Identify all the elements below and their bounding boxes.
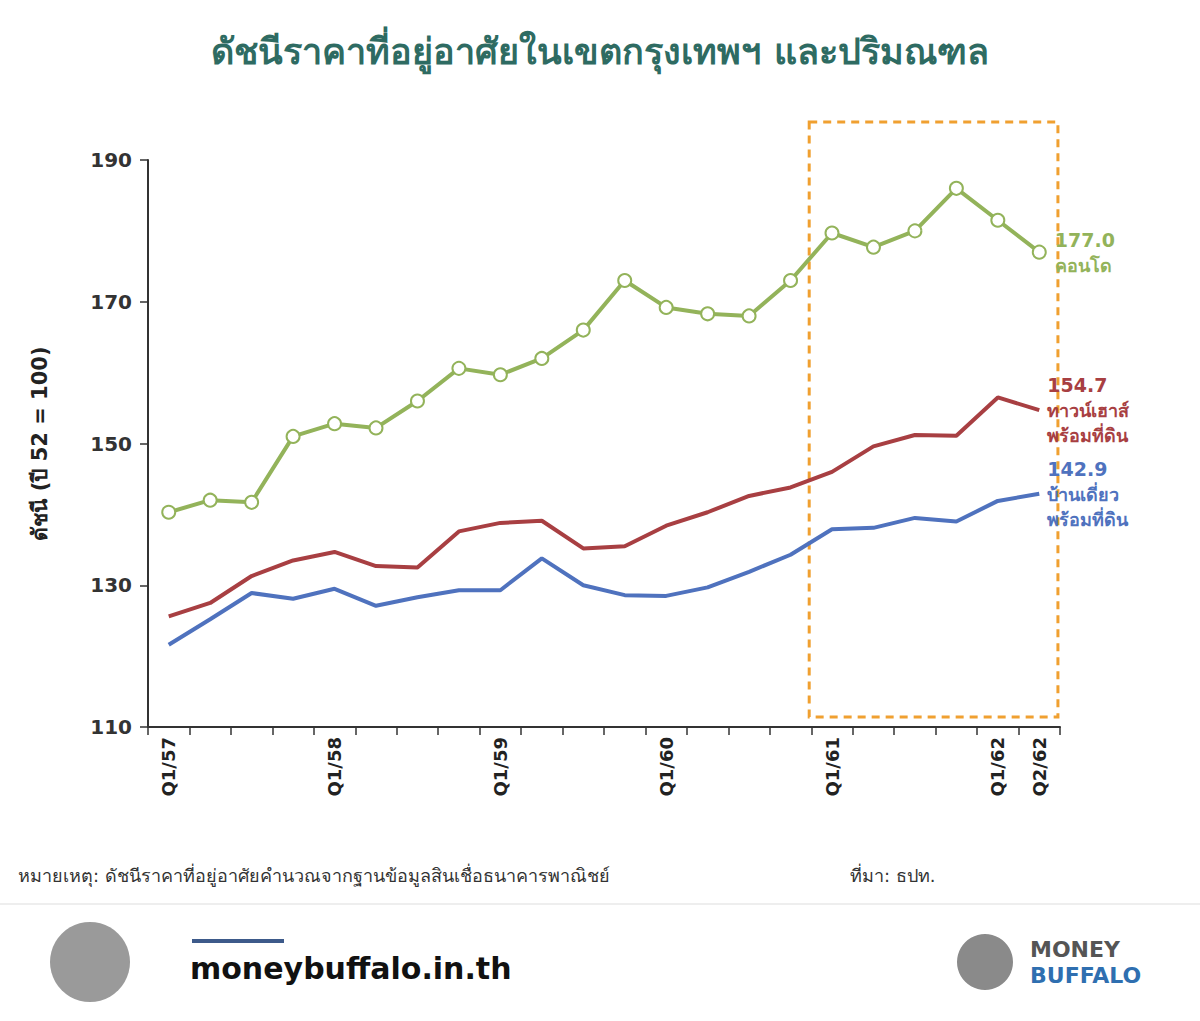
svg-text:moneybuffalo.in.th: moneybuffalo.in.th bbox=[190, 951, 512, 986]
svg-text:170: 170 bbox=[90, 290, 132, 314]
svg-text:Q1/62: Q1/62 bbox=[987, 737, 1008, 796]
svg-text:ดัชนีราคาที่อยู่อาศัยในเขตกรุง: ดัชนีราคาที่อยู่อาศัยในเขตกรุงเทพฯ และปร… bbox=[211, 26, 989, 75]
svg-text:Q1/57: Q1/57 bbox=[158, 737, 179, 796]
svg-text:พร้อมที่ดิน: พร้อมที่ดิน bbox=[1047, 507, 1129, 530]
svg-text:190: 190 bbox=[90, 148, 132, 172]
svg-text:BUFFALO: BUFFALO bbox=[1030, 963, 1141, 988]
svg-text:หมายเหตุ: ดัชนีราคาที่อยู่อาศั: หมายเหตุ: ดัชนีราคาที่อยู่อาศัยคำนวณจากฐ… bbox=[18, 863, 610, 887]
svg-text:ทาวน์เฮาส์: ทาวน์เฮาส์ bbox=[1047, 400, 1130, 421]
svg-text:Q1/58: Q1/58 bbox=[324, 737, 345, 796]
svg-text:110: 110 bbox=[90, 715, 132, 739]
svg-text:Q1/59: Q1/59 bbox=[490, 737, 511, 796]
svg-text:154.7: 154.7 bbox=[1047, 374, 1107, 396]
svg-text:150: 150 bbox=[90, 432, 132, 456]
svg-text:Q1/60: Q1/60 bbox=[656, 737, 677, 796]
svg-text:142.9: 142.9 bbox=[1047, 458, 1107, 480]
svg-text:บ้านเดี่ยว: บ้านเดี่ยว bbox=[1047, 482, 1119, 505]
svg-text:พร้อมที่ดิน: พร้อมที่ดิน bbox=[1047, 423, 1129, 446]
svg-text:Q2/62: Q2/62 bbox=[1029, 737, 1050, 796]
svg-text:Q1/61: Q1/61 bbox=[822, 737, 843, 796]
svg-text:ดัชนี (ปี 52 = 100): ดัชนี (ปี 52 = 100) bbox=[28, 346, 52, 540]
svg-text:130: 130 bbox=[90, 573, 132, 597]
svg-text:MONEY: MONEY bbox=[1030, 937, 1121, 962]
svg-text:ที่มา: ธปท.: ที่มา: ธปท. bbox=[850, 863, 936, 886]
svg-text:177.0: 177.0 bbox=[1055, 229, 1115, 251]
svg-text:คอนโด: คอนโด bbox=[1055, 255, 1112, 276]
